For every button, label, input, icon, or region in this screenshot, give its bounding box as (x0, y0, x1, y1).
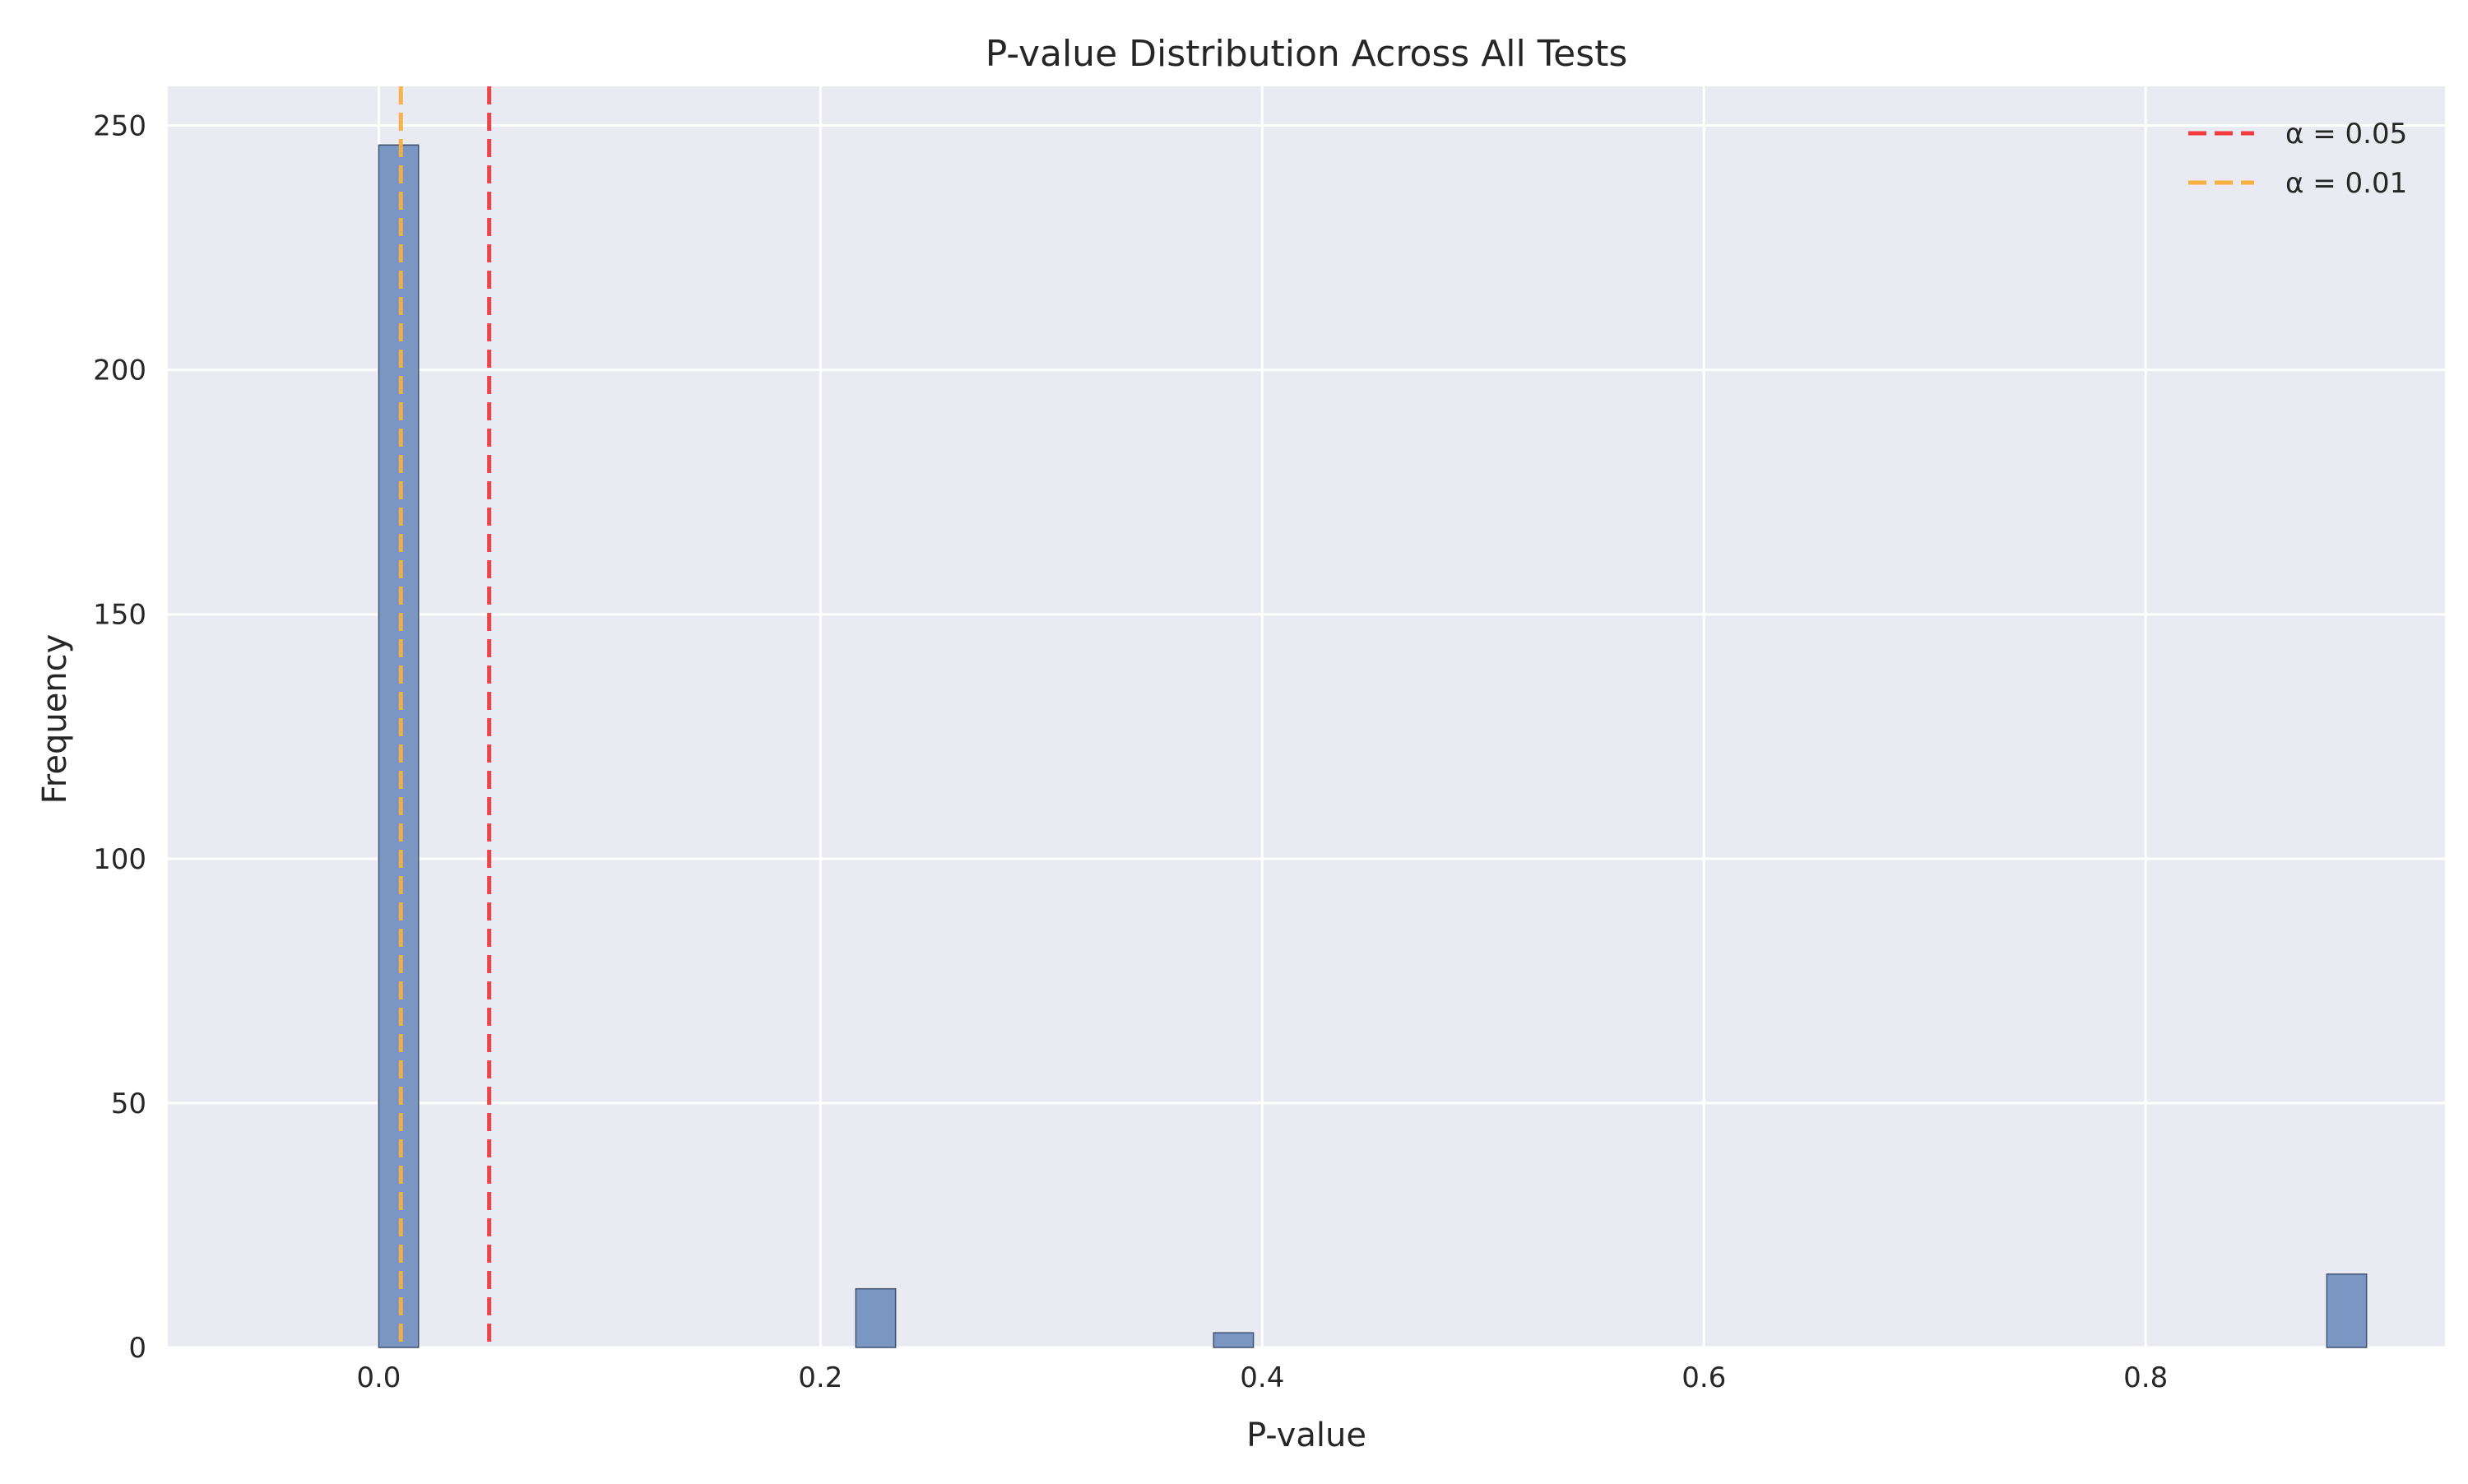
histogram-bar (855, 1287, 897, 1348)
y-tick-label: 250 (93, 110, 146, 143)
x-tick-label: 0.4 (1240, 1361, 1284, 1394)
y-tick-label: 200 (93, 355, 146, 387)
y-tick-label: 100 (93, 843, 146, 876)
y-axis-label: Frequency (36, 634, 74, 805)
y-axis-ticks: 0 50 100 150 200 250 (93, 110, 146, 1365)
x-axis-label: P-value (1246, 1417, 1366, 1454)
legend-label: α = 0.01 (2285, 167, 2407, 200)
y-tick-label: 150 (93, 599, 146, 632)
plot-background (168, 86, 2445, 1347)
legend: α = 0.05 α = 0.01 (2188, 118, 2407, 200)
histogram-bar (2326, 1273, 2368, 1348)
x-tick-label: 0.6 (1682, 1361, 1726, 1394)
x-tick-label: 0.2 (798, 1361, 842, 1394)
histogram-bars (378, 144, 2368, 1348)
histogram-bar (378, 144, 420, 1348)
y-tick-label: 0 (128, 1332, 146, 1365)
grid-lines (168, 86, 2445, 1349)
chart-title: P-value Distribution Across All Tests (986, 33, 1628, 75)
y-tick-label: 50 (111, 1087, 146, 1120)
x-axis-ticks: 0.0 0.2 0.4 0.6 0.8 (356, 1361, 2168, 1394)
legend-label: α = 0.05 (2285, 118, 2407, 151)
x-tick-label: 0.0 (356, 1361, 401, 1394)
histogram-bar (1213, 1332, 1255, 1348)
x-tick-label: 0.8 (2123, 1361, 2168, 1394)
